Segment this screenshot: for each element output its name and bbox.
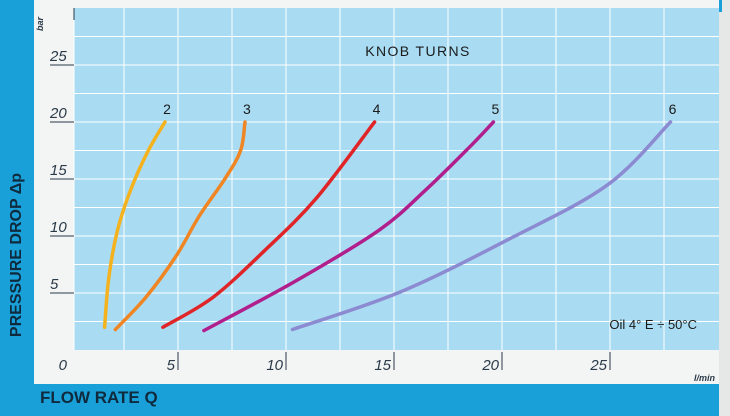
y-tick-label: 20 <box>49 105 67 122</box>
series-line-3 <box>113 120 247 332</box>
series-line-4 <box>161 120 377 329</box>
x-unit-label: l/min <box>694 373 716 383</box>
y-tick-label: 10 <box>50 219 67 236</box>
series-lines <box>102 120 673 333</box>
series-label-4: 4 <box>373 101 381 117</box>
x-axis-band <box>0 384 719 416</box>
x-tick-label: 15 <box>374 357 391 374</box>
grid-lines <box>73 8 719 350</box>
y-tick-label: 5 <box>50 276 59 293</box>
series-line-5 <box>202 120 496 333</box>
x-tick-label: 20 <box>481 357 499 374</box>
x-tick-label: 10 <box>266 357 283 374</box>
series-label-6: 6 <box>669 101 677 117</box>
x-tick-label: 5 <box>167 357 176 374</box>
series-line-2 <box>102 120 167 329</box>
x-axis-label: FLOW RATE Q <box>40 388 158 407</box>
y-tick-label: 15 <box>50 162 67 179</box>
y-unit-label: bar <box>35 17 45 32</box>
series-label-5: 5 <box>491 101 499 117</box>
oil-annotation: Oil 4° E ÷ 50°C <box>609 317 697 332</box>
series-label-3: 3 <box>243 101 251 117</box>
x-tick-label: 0 <box>59 357 68 374</box>
right-edge-strip <box>719 0 730 416</box>
chart-title: KNOB TURNS <box>365 43 471 59</box>
series-line-6 <box>290 120 673 332</box>
y-axis-band <box>0 0 34 416</box>
series-label-2: 2 <box>163 101 171 117</box>
series-labels: 2 3 4 5 6 <box>163 101 676 117</box>
y-tick-label: 25 <box>49 48 67 65</box>
x-tick-label: 25 <box>589 357 607 374</box>
